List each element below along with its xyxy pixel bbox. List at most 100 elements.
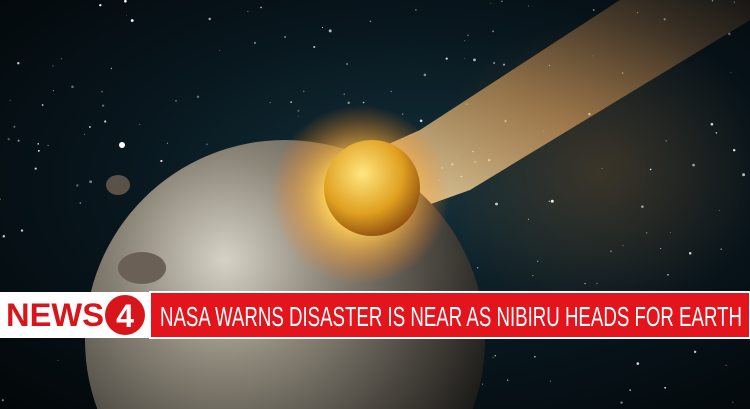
- star: [79, 202, 82, 204]
- star: [110, 67, 113, 70]
- star: [47, 144, 49, 147]
- star: [693, 350, 697, 354]
- star: [492, 356, 494, 359]
- star: [104, 120, 107, 123]
- star: [247, 10, 249, 12]
- star: [20, 229, 24, 232]
- star: [196, 95, 200, 99]
- star: [660, 247, 662, 250]
- star: [719, 209, 721, 211]
- rock: [106, 175, 130, 195]
- star: [649, 168, 652, 171]
- star: [584, 282, 586, 285]
- star: [313, 45, 316, 49]
- star: [622, 245, 624, 247]
- star: [390, 90, 392, 92]
- star: [415, 9, 417, 11]
- star: [609, 250, 612, 253]
- star: [208, 17, 211, 21]
- star: [730, 72, 732, 74]
- star: [720, 248, 722, 250]
- star: [101, 104, 105, 107]
- star: [692, 163, 695, 167]
- star: [596, 282, 598, 284]
- star: [346, 63, 349, 65]
- star: [527, 5, 529, 7]
- star: [464, 57, 466, 59]
- headline-bar: [149, 291, 750, 339]
- star: [725, 364, 727, 367]
- star: [7, 138, 10, 141]
- star: [37, 149, 40, 152]
- news-banner: NEWS 4 NASA WARNS DISASTER IS NEAR AS NI…: [0, 291, 750, 339]
- star: [76, 184, 79, 187]
- star: [1, 399, 4, 402]
- star: [0, 198, 1, 201]
- star: [667, 274, 669, 276]
- meteor: [324, 140, 420, 236]
- star: [592, 9, 595, 11]
- star: [124, 0, 127, 3]
- star: [297, 109, 300, 112]
- rock: [118, 252, 166, 284]
- star: [473, 58, 476, 62]
- star: [253, 41, 257, 45]
- star: [219, 50, 221, 52]
- star: [494, 355, 496, 357]
- star: [166, 142, 169, 144]
- star: [401, 113, 404, 115]
- star: [206, 143, 208, 145]
- star: [321, 26, 324, 29]
- headline: NASA WARNS DISASTER IS NEAR AS NIBIRU HE…: [160, 301, 742, 332]
- star: [482, 383, 484, 385]
- star: [139, 123, 141, 125]
- star: [664, 386, 666, 389]
- star: [688, 252, 692, 255]
- star: [527, 218, 529, 220]
- star: [71, 85, 74, 89]
- logo-text: NEWS: [6, 297, 104, 333]
- star: [362, 101, 365, 104]
- star: [620, 401, 623, 404]
- star: [2, 234, 6, 238]
- star: [670, 232, 672, 233]
- star: [175, 99, 177, 102]
- star: [160, 159, 163, 163]
- star: [419, 119, 423, 123]
- star: [550, 199, 554, 203]
- star: [534, 355, 536, 358]
- star: [710, 122, 714, 126]
- star: [467, 34, 469, 37]
- star: [464, 40, 466, 42]
- star: [37, 143, 39, 145]
- star: [89, 126, 91, 128]
- star: [742, 173, 746, 177]
- star: [41, 104, 44, 106]
- star: [490, 2, 492, 4]
- star: [537, 260, 539, 263]
- star: [629, 389, 632, 391]
- star: [665, 140, 667, 142]
- star: [290, 101, 292, 103]
- star: [13, 125, 16, 128]
- star: [89, 180, 93, 184]
- star: [733, 149, 736, 152]
- star: [284, 36, 287, 38]
- star: [130, 19, 134, 22]
- star: [17, 62, 20, 65]
- star: [532, 275, 534, 277]
- star: [501, 0, 503, 2]
- star: [99, 3, 102, 7]
- star: [126, 14, 127, 16]
- star: [645, 232, 648, 234]
- star: [83, 133, 86, 135]
- star: [549, 380, 551, 382]
- star: [57, 359, 59, 361]
- star: [641, 205, 644, 208]
- star: [715, 132, 718, 134]
- star: [636, 362, 640, 365]
- star: [260, 6, 262, 9]
- channel-number: 4: [116, 298, 134, 334]
